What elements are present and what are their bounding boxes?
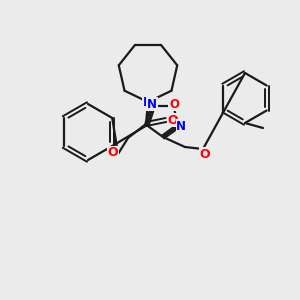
Text: O: O [108, 146, 118, 160]
Text: O: O [168, 113, 178, 127]
Text: N: N [176, 120, 186, 133]
Text: N: N [147, 98, 157, 111]
Text: O: O [200, 148, 210, 160]
Text: O: O [169, 98, 179, 111]
Text: N: N [143, 95, 153, 109]
